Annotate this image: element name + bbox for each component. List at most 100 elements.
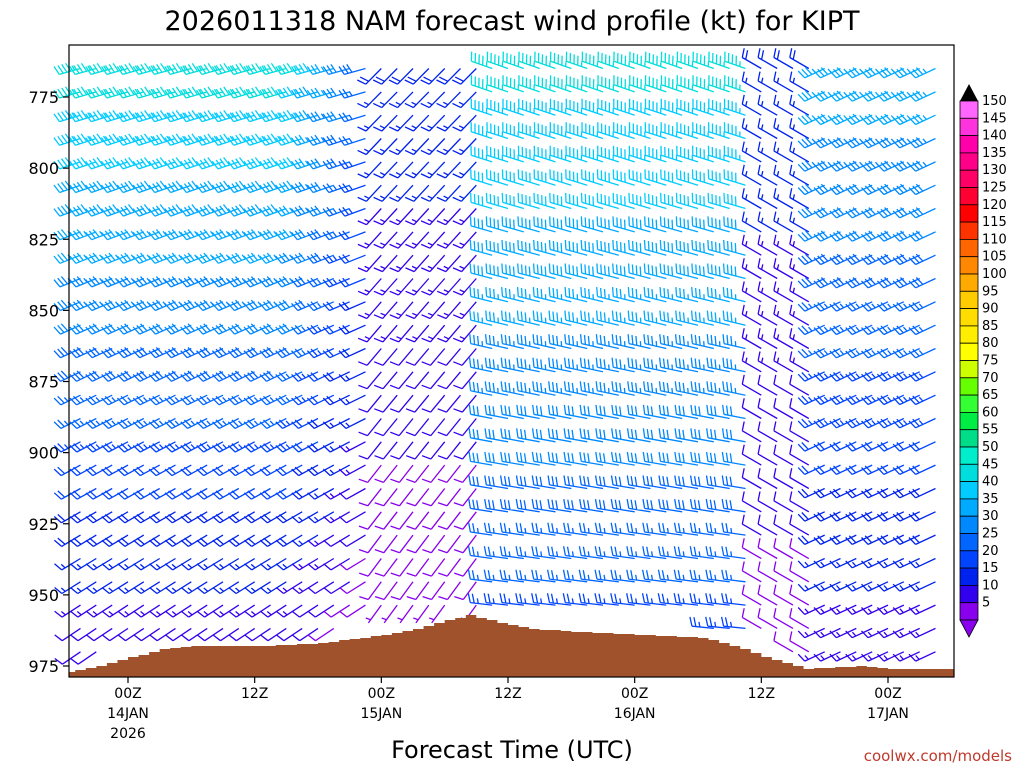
wind-barb xyxy=(275,417,303,429)
y-tick-label: 775 xyxy=(28,88,59,107)
wind-barb xyxy=(390,488,414,507)
y-tick-label: 875 xyxy=(28,373,59,392)
wind-barb xyxy=(549,216,572,233)
wind-barb xyxy=(565,145,588,163)
wind-barb xyxy=(531,569,556,583)
wind-barb xyxy=(357,324,382,343)
wind-barb xyxy=(722,263,746,280)
wind-barb xyxy=(164,346,192,359)
wind-barb xyxy=(546,569,572,583)
wind-barb xyxy=(532,357,556,373)
wind-barb xyxy=(211,276,240,288)
plot-frame xyxy=(68,44,955,678)
wind-barb xyxy=(69,323,97,335)
wind-barb xyxy=(420,161,446,179)
wind-barb xyxy=(291,324,319,335)
wind-barb xyxy=(307,534,335,547)
wind-barb xyxy=(773,421,794,443)
wind-barb xyxy=(85,581,113,595)
colorbar-label: 75 xyxy=(982,354,999,369)
wind-barb xyxy=(660,169,683,186)
wind-barb xyxy=(829,67,857,79)
wind-barb xyxy=(773,141,794,163)
wind-barb xyxy=(164,180,192,194)
colorbar-label: 5 xyxy=(982,596,990,611)
wind-barb xyxy=(757,514,778,536)
wind-barb xyxy=(243,86,271,99)
wind-barb xyxy=(757,304,778,326)
wind-barb xyxy=(306,181,335,194)
wind-barb xyxy=(421,488,446,507)
wind-barb xyxy=(580,263,604,280)
wind-barb xyxy=(908,441,936,452)
wind-barb xyxy=(307,487,335,500)
wind-barb xyxy=(338,230,366,241)
wind-barb xyxy=(908,183,936,196)
colorbar-swatch xyxy=(959,481,979,500)
wind-barb xyxy=(499,498,524,513)
wind-barb xyxy=(829,441,857,452)
wind-barb xyxy=(468,404,493,420)
wind-barb xyxy=(741,421,762,443)
wind-barb xyxy=(469,287,493,303)
wind-barb xyxy=(741,141,762,163)
wind-barb xyxy=(180,394,208,406)
wind-barb xyxy=(470,98,493,116)
wind-barb xyxy=(797,253,825,266)
wind-barb xyxy=(389,394,414,413)
colorbar-swatch xyxy=(959,567,979,586)
wind-barb xyxy=(813,90,841,102)
wind-barb xyxy=(595,428,619,443)
wind-barb xyxy=(53,133,81,146)
wind-barb xyxy=(101,299,129,312)
wind-barb xyxy=(564,310,588,326)
wind-barb xyxy=(658,451,683,466)
wind-barb xyxy=(373,254,398,273)
wind-barb xyxy=(813,160,841,172)
wind-barb xyxy=(196,299,224,312)
wind-barb xyxy=(741,48,762,70)
wind-barb xyxy=(861,487,889,499)
wind-barb xyxy=(757,561,778,583)
colorbar-swatch xyxy=(959,169,979,188)
wind-barb xyxy=(502,145,524,163)
wind-barb xyxy=(845,417,873,429)
wind-barb xyxy=(373,348,398,366)
wind-barb xyxy=(741,584,762,606)
wind-barb xyxy=(53,204,81,217)
wind-barb xyxy=(628,122,651,140)
wind-barb xyxy=(741,374,762,396)
wind-barb xyxy=(437,511,462,530)
wind-barb xyxy=(358,418,382,437)
wind-barb xyxy=(53,229,81,241)
wind-barb xyxy=(275,86,303,99)
wind-barb xyxy=(908,394,936,406)
wind-barb xyxy=(259,276,287,288)
wind-barb xyxy=(436,138,461,156)
wind-barb xyxy=(132,417,160,429)
wind-barb xyxy=(373,301,398,320)
wind-barb xyxy=(773,351,794,373)
wind-barb xyxy=(211,323,240,335)
wind-barb xyxy=(148,276,176,288)
wind-barb xyxy=(148,180,176,194)
wind-barb xyxy=(845,347,873,359)
wind-barb xyxy=(692,75,715,93)
wind-barb xyxy=(373,161,398,179)
wind-barb xyxy=(706,310,730,326)
wind-barb xyxy=(469,216,493,233)
wind-barb xyxy=(116,276,145,288)
wind-barb xyxy=(644,122,667,140)
wind-barb xyxy=(829,137,857,149)
wind-barb xyxy=(452,184,477,202)
wind-barb xyxy=(845,394,873,406)
colorbar-swatch xyxy=(959,533,979,552)
wind-barb xyxy=(436,254,461,273)
wind-barb xyxy=(626,522,651,536)
wind-barb xyxy=(405,348,430,366)
wind-barb xyxy=(211,252,240,264)
wind-barb xyxy=(322,111,350,123)
wind-barb xyxy=(845,371,873,382)
wind-barb xyxy=(518,122,540,140)
wind-barb xyxy=(845,183,873,196)
